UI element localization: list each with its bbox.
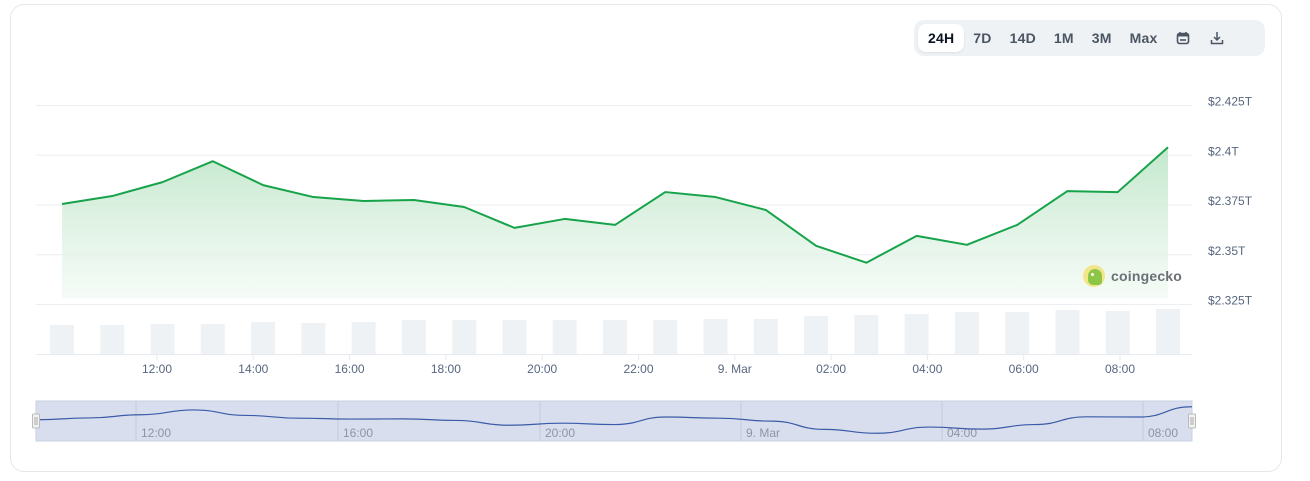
x-axis-label: 16:00 <box>335 362 365 376</box>
volume-bar[interactable] <box>904 314 929 354</box>
volume-bar[interactable] <box>50 325 74 354</box>
range-14d-button[interactable]: 14D <box>1009 30 1036 46</box>
volume-bar[interactable] <box>351 322 376 354</box>
volume-bar[interactable] <box>703 319 728 354</box>
volume-bar[interactable] <box>401 320 426 354</box>
navigator-line <box>35 406 1193 434</box>
volume-bar[interactable] <box>200 324 225 354</box>
x-axis-label: 18:00 <box>431 362 461 376</box>
range-24h-button[interactable]: 24H <box>918 24 965 52</box>
x-axis-label: 02:00 <box>816 362 846 376</box>
volume-bar[interactable] <box>603 320 627 354</box>
volume-bar[interactable] <box>150 324 175 354</box>
navigator-right-handle[interactable] <box>1188 413 1196 429</box>
range-1m-button[interactable]: 1M <box>1053 30 1074 46</box>
navigator-label: 12:00 <box>141 426 171 440</box>
y-axis-label: $2.325T <box>1208 294 1253 308</box>
volume-bar[interactable] <box>301 323 326 354</box>
navigator-label: 08:00 <box>1148 426 1178 440</box>
volume-bar[interactable] <box>452 320 477 354</box>
coingecko-watermark: coingecko <box>1083 265 1182 287</box>
y-axis-label: $2.35T <box>1208 244 1246 258</box>
volume-bar[interactable] <box>1156 309 1180 354</box>
area-fill <box>62 147 1168 298</box>
market-cap-line[interactable] <box>61 146 1169 264</box>
volume-bar[interactable] <box>804 316 829 354</box>
y-axis-label: $2.4T <box>1208 144 1239 158</box>
calendar-icon <box>1177 32 1190 45</box>
volume-bar[interactable] <box>251 322 276 354</box>
y-axis-label: $2.425T <box>1208 95 1253 109</box>
volume-bar[interactable] <box>1105 311 1130 354</box>
x-axis-label: 04:00 <box>912 362 942 376</box>
volume-bar[interactable] <box>1055 310 1080 354</box>
x-axis-label: 08:00 <box>1105 362 1135 376</box>
range-max-button[interactable]: Max <box>1129 30 1158 46</box>
x-axis-label: 22:00 <box>623 362 653 376</box>
x-axis-label: 20:00 <box>527 362 557 376</box>
coingecko-logo-icon <box>1083 265 1105 287</box>
volume-bar[interactable] <box>954 312 979 354</box>
download-icon <box>1211 32 1224 45</box>
navigator-left-handle[interactable] <box>32 413 40 429</box>
volume-bar[interactable] <box>100 325 125 354</box>
volume-bar[interactable] <box>753 319 778 354</box>
x-axis-label: 06:00 <box>1009 362 1039 376</box>
download-button[interactable] <box>1200 24 1234 52</box>
volume-bar[interactable] <box>854 315 879 354</box>
volume-bar[interactable] <box>653 320 678 354</box>
x-axis-label: 9. Mar <box>718 362 752 376</box>
calendar-button[interactable] <box>1166 24 1200 52</box>
range-3m-button[interactable]: 3M <box>1091 30 1112 46</box>
navigator-label: 16:00 <box>343 426 373 440</box>
x-axis-label: 14:00 <box>238 362 268 376</box>
volume-bar[interactable] <box>502 320 527 354</box>
volume-bar[interactable] <box>552 320 577 354</box>
brand-name: coingecko <box>1111 268 1183 284</box>
range-selector: 24H 7D 14D 1M 3M Max <box>914 20 1265 56</box>
range-7d-button[interactable]: 7D <box>973 30 992 46</box>
y-axis-label: $2.375T <box>1208 194 1253 208</box>
navigator-label: 20:00 <box>545 426 575 440</box>
navigator-selection[interactable] <box>35 400 1193 442</box>
x-axis-label: 12:00 <box>142 362 172 376</box>
navigator-label: 9. Mar <box>746 426 780 440</box>
volume-bar[interactable] <box>1005 312 1030 354</box>
